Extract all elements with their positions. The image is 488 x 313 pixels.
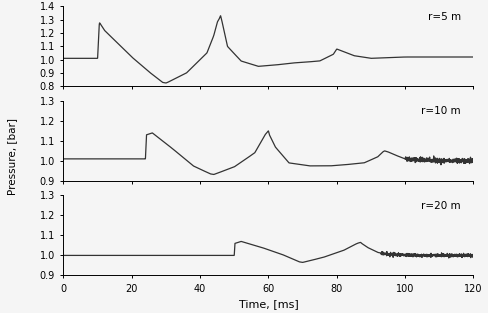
Text: r=10 m: r=10 m (422, 106, 461, 116)
Text: Pressure, [bar]: Pressure, [bar] (7, 118, 17, 195)
X-axis label: Time, [ms]: Time, [ms] (239, 299, 298, 309)
Text: r=5 m: r=5 m (428, 12, 461, 22)
Text: r=20 m: r=20 m (422, 201, 461, 211)
